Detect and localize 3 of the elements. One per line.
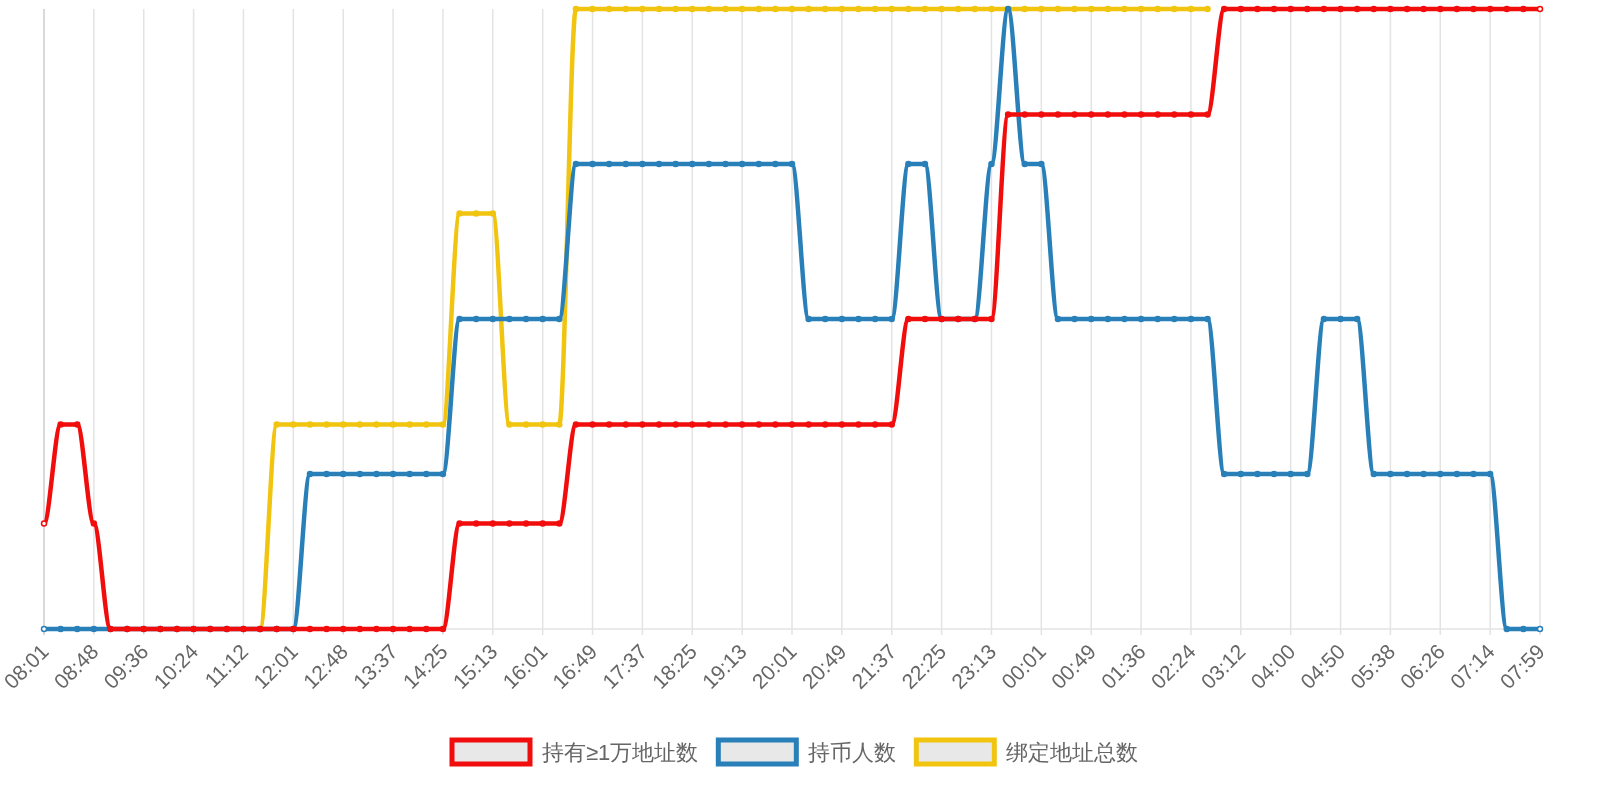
legend-label: 持币人数: [808, 740, 897, 765]
legend-label: 持有≥1万地址数: [542, 740, 699, 765]
legend-label: 绑定地址总数: [1006, 740, 1139, 765]
